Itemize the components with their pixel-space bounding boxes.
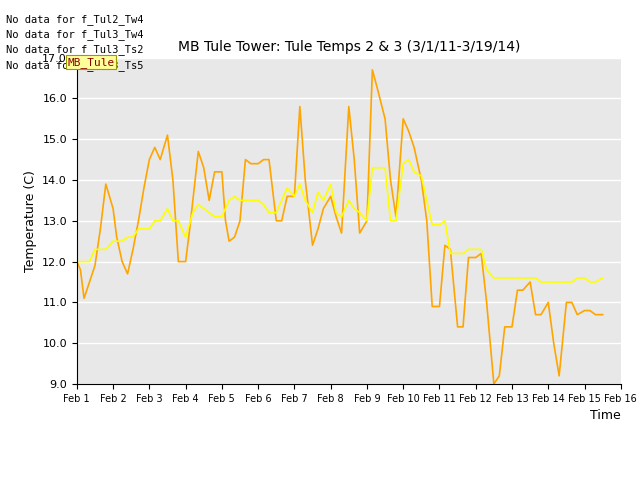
Tul2_Ts-8 — [599, 275, 607, 281]
Tul2_Ts-2 — [369, 67, 376, 73]
Tul2_Ts-8 — [537, 279, 545, 285]
Tul2_Ts-8 — [405, 156, 413, 162]
Tul2_Ts-2 — [73, 259, 81, 264]
Text: MB_Tule: MB_Tule — [67, 57, 115, 68]
Tul2_Ts-8 — [514, 275, 522, 281]
Tul2_Ts-2 — [495, 373, 503, 379]
Tul2_Ts-2 — [460, 324, 467, 330]
Text: No data for f_Tul3_Ts2: No data for f_Tul3_Ts2 — [6, 44, 144, 55]
Legend: Tul2_Ts-2, Tul2_Ts-8: Tul2_Ts-2, Tul2_Ts-8 — [234, 479, 463, 480]
Line: Tul2_Ts-2: Tul2_Ts-2 — [77, 70, 603, 384]
Tul2_Ts-8 — [483, 267, 490, 273]
Tul2_Ts-8 — [374, 165, 381, 171]
Tul2_Ts-2 — [483, 300, 490, 305]
Line: Tul2_Ts-8: Tul2_Ts-8 — [77, 159, 603, 282]
Title: MB Tule Tower: Tule Temps 2 & 3 (3/1/11-3/19/14): MB Tule Tower: Tule Temps 2 & 3 (3/1/11-… — [178, 40, 520, 54]
Tul2_Ts-2 — [381, 116, 389, 121]
Tul2_Ts-2 — [501, 324, 509, 330]
Tul2_Ts-2 — [519, 287, 527, 293]
Text: No data for f_Tul3_Ts5: No data for f_Tul3_Ts5 — [6, 60, 144, 71]
X-axis label: Time: Time — [590, 409, 621, 422]
Y-axis label: Temperature (C): Temperature (C) — [24, 170, 36, 272]
Tul2_Ts-2 — [490, 381, 498, 387]
Tul2_Ts-8 — [495, 275, 503, 281]
Tul2_Ts-8 — [490, 275, 498, 281]
Tul2_Ts-8 — [460, 251, 467, 256]
Text: No data for f_Tul3_Tw4: No data for f_Tul3_Tw4 — [6, 29, 144, 40]
Text: No data for f_Tul2_Tw4: No data for f_Tul2_Tw4 — [6, 13, 144, 24]
Tul2_Ts-8 — [73, 259, 81, 264]
Tul2_Ts-2 — [599, 312, 607, 318]
